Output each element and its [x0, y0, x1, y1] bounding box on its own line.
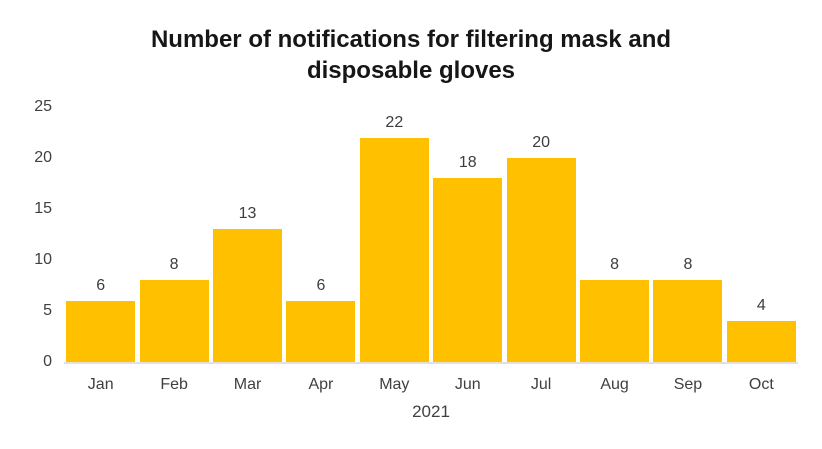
x-tick-label: Jun: [454, 376, 481, 393]
bar-value-label: 22: [385, 113, 404, 131]
y-tick-label: 5: [43, 302, 52, 319]
bar: [433, 178, 503, 362]
bar: [580, 280, 650, 362]
bar-value-label: 4: [756, 297, 766, 315]
x-tick-label: Oct: [748, 376, 774, 393]
bar: [139, 280, 209, 362]
chart-title-line-1: Number of notifications for filtering ma…: [150, 26, 672, 53]
bar-value-label: 18: [458, 154, 477, 172]
bar: [726, 321, 796, 362]
y-tick-label: 0: [43, 353, 52, 370]
bar-value-label: 8: [169, 256, 179, 274]
plot-wrap: 6 8 13 6 22 18 20 8 8 4 Jan Feb Mar Apr May Jun Jul Aug S…: [64, 107, 798, 421]
y-tick-label: 20: [34, 149, 52, 166]
bar-value-label: 13: [238, 205, 257, 223]
x-tick-label: Aug: [600, 376, 629, 393]
x-tick-label: Apr: [308, 376, 334, 393]
bar-column: 8: [651, 107, 724, 362]
bar-column: 8: [137, 107, 210, 362]
bar-value-label: 8: [610, 256, 619, 274]
bar: [653, 280, 723, 362]
y-axis: 0 5 10 15 20 25: [8, 98, 64, 370]
x-tick-label: Jul: [530, 376, 552, 393]
x-axis-labels: Jan Feb Mar Apr May Jun Jul Aug Sep Oct: [64, 376, 798, 394]
x-tick-label: Sep: [673, 376, 703, 393]
bar-value-label: 6: [316, 276, 326, 294]
x-tick-label: Jan: [87, 376, 114, 393]
plot-area: 6 8 13 6 22 18 20 8 8 4: [64, 107, 798, 364]
bar-value-label: 8: [683, 256, 693, 274]
bar-column: 20: [504, 107, 577, 362]
bar: [286, 300, 356, 362]
bar-column: 6: [64, 107, 137, 362]
bar: [359, 137, 429, 362]
y-tick-label: 25: [34, 98, 52, 115]
x-tick-label: Mar: [233, 376, 262, 393]
x-tick-label: May: [379, 376, 410, 393]
y-tick-label: 15: [34, 200, 52, 217]
bar-value-label: 6: [96, 276, 106, 294]
chart-body: 0 5 10 15 20 25 6 8 13 6 22 18 20 8 8 4 Jan Feb Mar Apr Ma…: [0, 98, 822, 421]
bar: [213, 229, 283, 362]
bar-column: 8: [578, 107, 651, 362]
y-tick-label: 10: [34, 251, 52, 268]
bar-column: 18: [431, 107, 504, 362]
chart-title: Number of notifications for filtering ma…: [0, 0, 822, 86]
x-tick-label: Feb: [160, 376, 188, 393]
x-axis-title: 2021: [412, 402, 450, 421]
bar-column: 22: [358, 107, 431, 362]
bar: [506, 158, 576, 362]
chart-title-line-2: disposable gloves: [306, 57, 516, 84]
bar: [66, 300, 136, 362]
bar-column: 6: [284, 107, 357, 362]
bar-column: 4: [725, 107, 798, 362]
bar-column: 13: [211, 107, 284, 362]
bar-value-label: 20: [532, 134, 551, 151]
